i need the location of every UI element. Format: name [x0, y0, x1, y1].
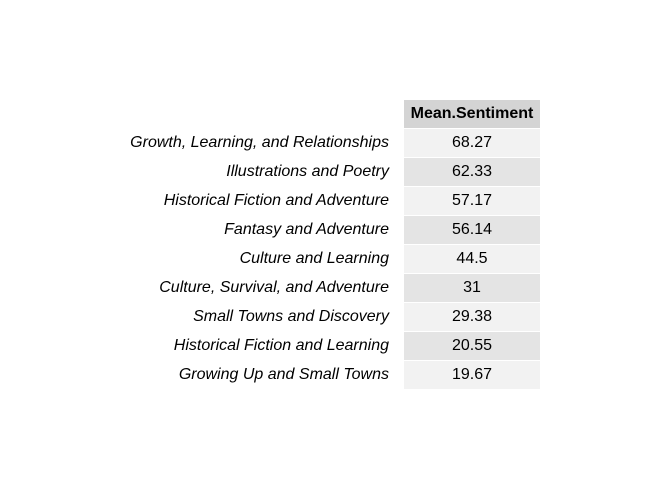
row-value: 20.55	[404, 332, 540, 361]
row-label: Historical Fiction and Learning	[173, 337, 389, 354]
table-row: Illustrations and Poetry 62.33	[0, 158, 540, 187]
row-label: Historical Fiction and Adventure	[163, 192, 389, 209]
row-gap	[396, 332, 404, 361]
table-row: Fantasy and Adventure 56.14	[0, 216, 540, 245]
table-row: Historical Fiction and Learning 20.55	[0, 332, 540, 361]
row-gap	[396, 187, 404, 216]
table-row: Growth, Learning, and Relationships 68.27	[0, 129, 540, 158]
row-label: Growing Up and Small Towns	[178, 366, 389, 383]
table-row: Small Towns and Discovery 29.38	[0, 303, 540, 332]
row-label: Fantasy and Adventure	[224, 221, 389, 238]
row-gap	[396, 361, 404, 390]
row-label: Culture, Survival, and Adventure	[159, 279, 389, 296]
row-gap	[396, 216, 404, 245]
table-body: Growth, Learning, and Relationships 68.27…	[0, 129, 540, 390]
row-label: Illustrations and Poetry	[226, 163, 389, 180]
row-value: 57.17	[404, 187, 540, 216]
header-blank-cell	[0, 100, 396, 129]
row-label: Small Towns and Discovery	[193, 308, 389, 325]
row-gap	[396, 245, 404, 274]
table-row: Growing Up and Small Towns 19.67	[0, 361, 540, 390]
header-gap-cell	[396, 100, 404, 129]
row-label: Growth, Learning, and Relationships	[130, 134, 389, 151]
row-gap	[396, 274, 404, 303]
row-value: 19.67	[404, 361, 540, 390]
row-value: 31	[404, 274, 540, 303]
row-gap	[396, 303, 404, 332]
row-value: 29.38	[404, 303, 540, 332]
table-row: Culture and Learning 44.5	[0, 245, 540, 274]
table-row: Culture, Survival, and Adventure 31	[0, 274, 540, 303]
row-label: Culture and Learning	[239, 250, 389, 267]
column-header-mean-sentiment: Mean.Sentiment	[404, 100, 540, 129]
row-gap	[396, 158, 404, 187]
row-value: 62.33	[404, 158, 540, 187]
table-row: Historical Fiction and Adventure 57.17	[0, 187, 540, 216]
sentiment-table: Mean.Sentiment Growth, Learning, and Rel…	[0, 100, 540, 390]
row-value: 56.14	[404, 216, 540, 245]
row-value: 68.27	[404, 129, 540, 158]
header-row: Mean.Sentiment	[0, 100, 540, 129]
row-gap	[396, 129, 404, 158]
row-value: 44.5	[404, 245, 540, 274]
